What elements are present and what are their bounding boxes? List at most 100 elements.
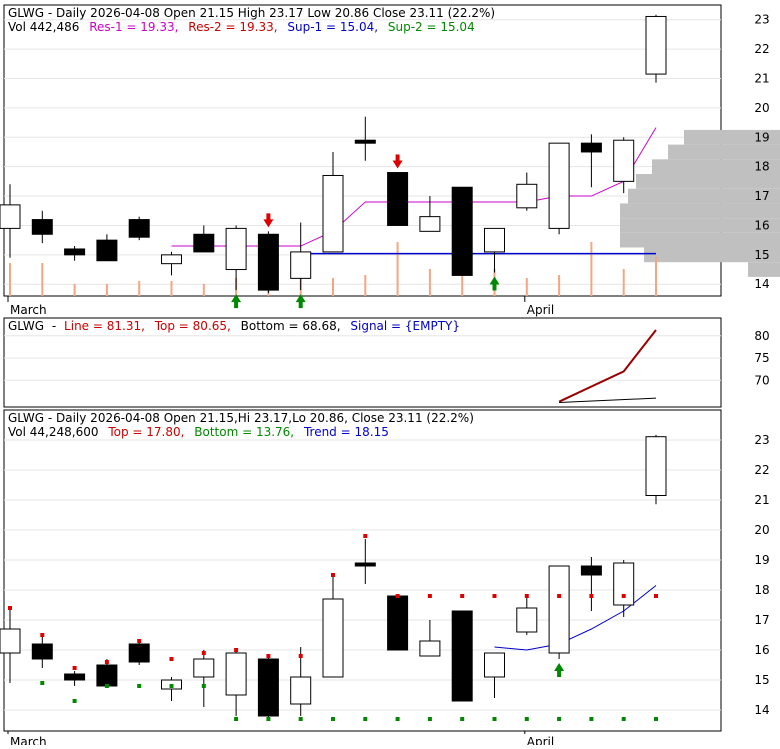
- p3-buy-arrow-17: [554, 663, 565, 677]
- p2-ytick-75: 75: [754, 351, 769, 365]
- p3-candle-6: [193, 658, 215, 678]
- p1-candle-12: [387, 172, 409, 226]
- p2-ytick-80: 80: [754, 329, 769, 343]
- bottom-dot-6: [201, 684, 206, 688]
- top-dot-2: [72, 666, 77, 670]
- p1-candle-10: [322, 174, 344, 253]
- p1-candle-14: [451, 186, 473, 276]
- panel3-header: GLWG - Daily 2026-04-08 Open 21.15,Hi 23…: [8, 411, 474, 425]
- top-dot-12: [395, 594, 400, 598]
- p1-candle-5: [161, 254, 182, 265]
- p1-candle-1: [31, 219, 53, 235]
- p1-candle-11: [354, 139, 376, 144]
- p1-ytick-22: 22: [754, 42, 769, 56]
- p1-candle-20: [645, 15, 667, 75]
- p1-ytick-18: 18: [754, 160, 769, 174]
- panel-price: 14 15 16 17 18 19 20 21 22 23 March April GLWG - D…: [0, 4, 780, 317]
- resistance-line: [171, 127, 657, 247]
- sell-arrow-12: [392, 154, 403, 169]
- bottom-dot-15: [492, 717, 497, 721]
- svg-text:Vol 44,248,600 Top = 17.: Vol 44,248,600 Top = 17.80, Bottom = 13.…: [8, 425, 389, 439]
- bottom-dot-12: [395, 717, 400, 721]
- volume-profile-bar-6: [620, 218, 780, 233]
- p1-candle-9: [290, 251, 312, 279]
- p1-candle-3: [96, 239, 118, 262]
- p3-candle-9: [290, 676, 312, 705]
- p3-ytick-21: 21: [754, 493, 769, 507]
- p1-candle-17: [548, 142, 570, 229]
- top-dot-1: [40, 633, 45, 637]
- p1-candle-7: [225, 227, 247, 271]
- panel-price-2: 14 15 16 17 18 19 20 21 22 23 March April GLWG - D…: [0, 409, 770, 749]
- p3-ytick-16: 16: [754, 643, 769, 657]
- top-dot-15: [492, 594, 497, 598]
- p3-candle-15: [484, 652, 505, 678]
- p3-candle-2: [64, 673, 86, 681]
- p1-ytick-20: 20: [754, 101, 769, 115]
- p3-candle-8: [257, 658, 279, 717]
- svg-text:Vol 442,486 Res-1 = 19.3: Vol 442,486 Res-1 = 19.33, Res-2 = 19.33…: [8, 20, 475, 34]
- bottom-dot-11: [363, 717, 368, 721]
- bottom-dot-2: [72, 699, 77, 703]
- p3-candle-3: [96, 664, 118, 687]
- top-dot-16: [524, 594, 529, 598]
- panel1-header: GLWG - Daily 2026-04-08 Open 21.15 High …: [8, 6, 495, 20]
- p2-ytick-70: 70: [754, 373, 769, 387]
- bottom-dot-7: [234, 717, 239, 721]
- volume-profile-bar-0: [684, 129, 780, 145]
- trend-line: [494, 585, 657, 651]
- p3-candle-18: [580, 565, 602, 576]
- top-dot-5: [169, 657, 174, 661]
- p1-ytick-23: 23: [754, 13, 769, 27]
- volume-profile-bar-4: [628, 188, 780, 204]
- res1-label: Res-1 = 19.33,: [89, 20, 178, 34]
- svg-text:GLWG - Line = 81.3: GLWG - Line = 81.31, Top = 80.65, Bottom…: [8, 319, 460, 333]
- p3-candle-7: [225, 652, 247, 696]
- volume-profile-bar-9: [748, 262, 780, 277]
- p3-candle-1: [31, 643, 53, 660]
- bottom-dot-4: [137, 684, 142, 688]
- bottom-dot-8: [266, 717, 271, 721]
- p1-candle-2: [64, 248, 86, 256]
- bottom-dot-18: [589, 717, 594, 721]
- top-dot-7: [234, 648, 239, 652]
- p1-candle-8: [257, 233, 279, 291]
- bottom-dot-19: [621, 717, 626, 721]
- p3-candle-11: [354, 562, 376, 567]
- p3-xtick-march: March: [10, 735, 47, 745]
- top-dot-19: [621, 594, 626, 598]
- top-dot-17: [557, 594, 562, 598]
- panel-indicator: 70 75 80 GLWG - Line = 81.31, Top = 80.65,…: [3, 317, 770, 408]
- p1-xtick-march: March: [10, 303, 47, 317]
- p3-candle-0: [0, 628, 21, 654]
- p3-candle-16: [516, 607, 538, 633]
- bottom-dot-16: [524, 717, 529, 721]
- p3-ytick-18: 18: [754, 583, 769, 597]
- p3-candle-17: [548, 565, 570, 654]
- top-dot-9: [298, 654, 303, 658]
- buy-arrow-15: [489, 276, 500, 291]
- p1-ytick-19: 19: [754, 130, 769, 144]
- p3-candle-13: [419, 640, 441, 657]
- p1-candle-4: [128, 219, 150, 238]
- p3-ytick-20: 20: [754, 523, 769, 537]
- p3-ytick-14: 14: [754, 703, 769, 717]
- bottom-dot-13: [427, 717, 432, 721]
- bottom-label: Bottom = 68.68,: [241, 319, 341, 333]
- top-dot-0: [8, 606, 12, 610]
- p3-candle-10: [322, 598, 344, 678]
- volume-profile-bar-2: [652, 159, 780, 175]
- p1-xtick-april: April: [527, 303, 554, 317]
- top-dot-4: [137, 639, 142, 643]
- p1-candle-18: [580, 142, 602, 153]
- bottom-dot-10: [331, 717, 335, 721]
- p1-candle-0: [0, 204, 21, 229]
- p1-candle-13: [419, 216, 441, 232]
- signal-label: Signal = {EMPTY}: [350, 319, 460, 333]
- top-dot-11: [363, 534, 368, 538]
- sup1-label: Sup-1 = 15.04,: [287, 20, 378, 34]
- p1-candle-15: [484, 227, 505, 253]
- buy-arrow-7: [231, 294, 242, 309]
- p3-ytick-19: 19: [754, 553, 769, 567]
